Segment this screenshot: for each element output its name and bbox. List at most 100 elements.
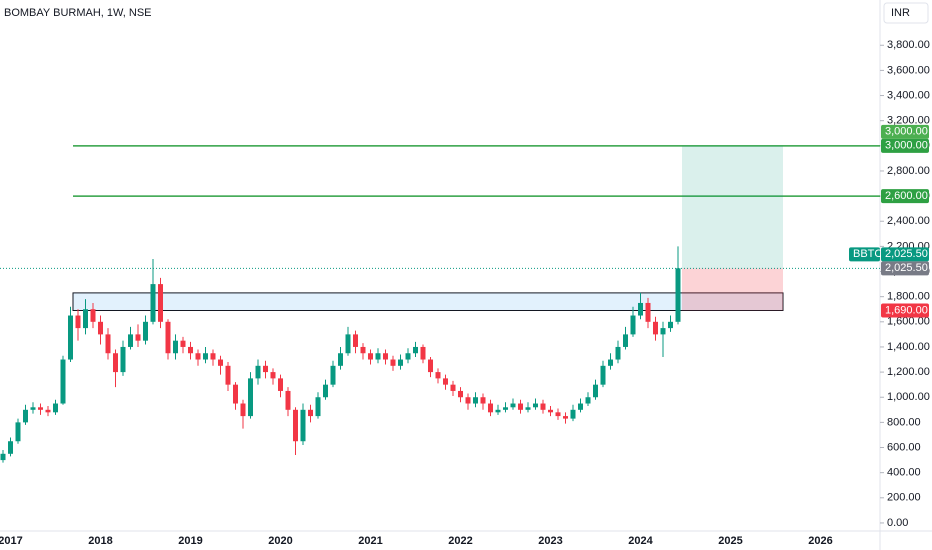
candle-body — [270, 372, 276, 379]
x-tick-label: 2025 — [718, 535, 742, 547]
candle-body — [105, 334, 111, 354]
candle-body — [390, 359, 396, 366]
candle-body — [248, 378, 253, 417]
candle-body — [443, 378, 448, 385]
candle-body — [473, 397, 478, 404]
candle-body — [450, 384, 456, 391]
y-tick-label: 1,800.00 — [887, 291, 930, 303]
candle-body — [495, 409, 501, 413]
last-price-label: 2,025.50 — [885, 248, 928, 260]
symbol-badge: BBTC — [853, 248, 882, 260]
candle-body — [15, 422, 21, 442]
candle-body — [38, 407, 43, 410]
candle-body — [518, 403, 523, 410]
candle-body — [593, 384, 598, 398]
candle-body — [413, 346, 418, 354]
position-stop-label-bg — [881, 303, 929, 318]
candle-body — [135, 334, 141, 341]
candle-body — [225, 365, 231, 385]
candle-body — [375, 353, 381, 360]
position-target — [682, 145, 783, 269]
candle-body — [368, 353, 373, 360]
candle-body — [8, 441, 13, 454]
candle-body — [435, 372, 441, 379]
candle-body — [98, 321, 103, 335]
axes: 0.00 200.00 400.00 600.00 800.00 1,000.00 1,20… — [0, 39, 930, 547]
candle-body — [570, 409, 576, 419]
candle-body — [480, 397, 486, 404]
candle-body — [548, 409, 553, 413]
candle-body — [578, 403, 583, 410]
y-tick-label: 600.00 — [887, 441, 921, 453]
y-tick-label: 3,200.00 — [887, 115, 930, 127]
zone — [72, 292, 784, 311]
x-tick-label: 2017 — [0, 535, 23, 547]
candle-body — [128, 334, 133, 347]
last-price-label-bg — [881, 247, 929, 262]
candle-body — [150, 284, 156, 322]
candle-body — [308, 409, 313, 417]
candle-body — [300, 409, 306, 442]
y-tick-label: 400.00 — [887, 467, 921, 479]
candle-body — [68, 315, 73, 360]
x-tick-label: 2023 — [538, 535, 562, 547]
candle-body — [630, 315, 636, 335]
position-target-label-bg — [881, 124, 929, 139]
candle-body — [330, 365, 336, 385]
level-label-bg — [881, 138, 929, 153]
candle-body — [180, 340, 186, 347]
candle-body — [188, 346, 193, 354]
y-tick-label: 800.00 — [887, 416, 921, 428]
candle-body — [30, 407, 36, 410]
candle-body — [353, 334, 358, 347]
candle-body — [563, 416, 568, 419]
candle-body — [420, 346, 426, 360]
candle-body — [668, 321, 673, 329]
candle-body — [585, 397, 591, 404]
currency[interactable]: INR — [891, 7, 910, 19]
y-tick-label: 0.00 — [887, 517, 908, 529]
y-tick-label: 3,600.00 — [887, 64, 930, 76]
candle-body — [143, 321, 148, 341]
position-target-label: 3,000.00 — [885, 126, 928, 138]
candle-body — [83, 309, 88, 329]
x-tick-label: 2021 — [358, 535, 382, 547]
candle-body — [233, 384, 238, 404]
x-tick-label: 2018 — [88, 535, 112, 547]
currency-button[interactable] — [883, 2, 929, 24]
candle-body — [638, 302, 643, 316]
candle-body — [240, 403, 246, 417]
candle-body — [653, 321, 658, 335]
candle-body — [255, 365, 261, 379]
position-stop-label: 1,690.00 — [885, 304, 928, 316]
candle-body — [458, 390, 463, 398]
x-tick-label: 2020 — [268, 535, 292, 547]
candle-body — [60, 359, 66, 404]
candle-body — [503, 407, 508, 410]
candle-body — [165, 321, 171, 354]
candle-body — [360, 346, 366, 354]
y-tick-label: 2,800.00 — [887, 165, 930, 177]
y-tick-label: 3,800.00 — [887, 39, 930, 51]
candle-body — [383, 353, 388, 360]
candle-body — [158, 284, 163, 322]
candle-body — [45, 409, 51, 413]
position-stop — [682, 268, 783, 311]
candle-body — [113, 353, 118, 373]
candle-body — [608, 359, 613, 366]
x-tick-label: 2026 — [808, 535, 832, 547]
candle-body — [600, 365, 606, 385]
candle-body — [533, 403, 538, 408]
candle-body — [218, 359, 223, 366]
candle-body — [465, 397, 471, 404]
candle-body — [525, 407, 531, 410]
candle-body — [0, 453, 6, 461]
y-tick-label: 1,400.00 — [887, 341, 930, 353]
candle-body — [540, 403, 546, 410]
candle-body — [615, 346, 621, 360]
candle-body — [623, 334, 628, 347]
candle-body — [23, 409, 28, 423]
plot — [0, 145, 880, 463]
y-tick-label: 1,600.00 — [887, 316, 930, 328]
